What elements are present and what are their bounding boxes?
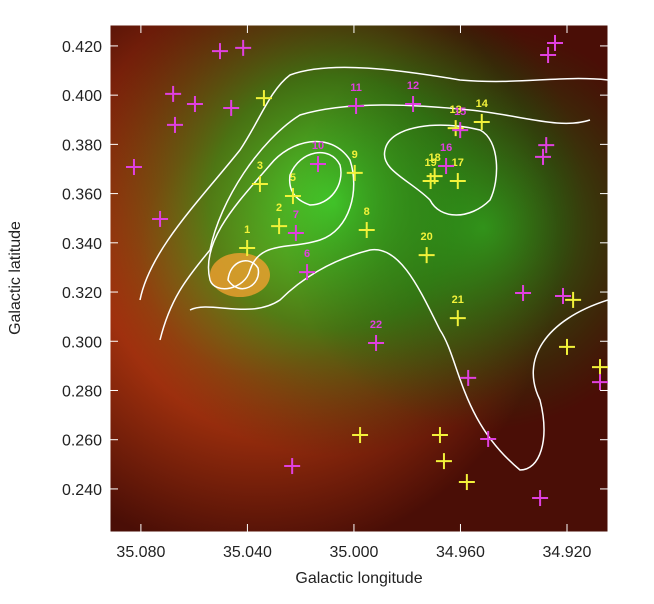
source-label: 11 [350, 82, 362, 94]
source-label: 2 [276, 202, 282, 214]
y-tick-label: 0.320 [62, 285, 102, 302]
source-cross [152, 210, 169, 227]
source-cross [452, 122, 469, 139]
source-label: 7 [293, 209, 299, 221]
source-cross [358, 222, 375, 239]
y-tick-label: 0.300 [62, 334, 102, 351]
source-cross [284, 458, 301, 475]
x-tick-label: 34.960 [436, 544, 485, 561]
source-cross [554, 287, 571, 304]
y-tick-label: 0.340 [62, 236, 102, 253]
y-tick-label: 0.280 [62, 383, 102, 400]
source-cross [235, 39, 252, 56]
sky-image [110, 25, 608, 532]
source-cross [346, 164, 363, 181]
source-label: 12 [407, 80, 419, 92]
source-cross [565, 291, 582, 308]
source-label: 19 [425, 157, 437, 169]
source-cross [592, 359, 609, 376]
source-label: 10 [312, 140, 324, 152]
source-label: 14 [476, 98, 489, 110]
source-cross [438, 158, 455, 175]
source-cross [166, 116, 183, 133]
x-tick-label: 35.080 [116, 544, 165, 561]
source-cross [515, 285, 532, 302]
source-cross [538, 137, 555, 154]
source-cross [165, 85, 182, 102]
source-cross [431, 427, 448, 444]
source-cross [426, 168, 443, 185]
source-label: 13 [450, 104, 462, 116]
source-cross [348, 97, 365, 114]
source-label: 5 [290, 172, 296, 184]
source-label: 6 [304, 248, 310, 260]
source-cross [592, 374, 609, 391]
source-cross [299, 264, 316, 281]
source-cross [535, 148, 552, 165]
y-tick-label: 0.260 [62, 433, 102, 450]
source-cross [284, 188, 301, 205]
source-cross [287, 224, 304, 241]
source-cross [458, 474, 475, 491]
source-label: 16 [440, 142, 452, 154]
source-label: 9 [352, 149, 358, 161]
y-tick-label: 0.400 [62, 88, 102, 105]
source-label: 18 [429, 152, 441, 164]
source-cross [211, 43, 228, 60]
source-cross [532, 490, 549, 507]
x-tick-label: 34.920 [543, 544, 592, 561]
source-cross [271, 218, 288, 235]
source-label: 22 [370, 319, 382, 331]
plot-frame [109, 24, 609, 533]
source-label: 15 [454, 106, 466, 118]
source-label: 8 [364, 206, 370, 218]
source-label: 17 [452, 157, 464, 169]
source-cross [309, 156, 326, 173]
source-cross [368, 334, 385, 351]
y-tick-label: 0.240 [62, 482, 102, 499]
y-tick-label: 0.360 [62, 187, 102, 204]
source-label: 21 [452, 294, 464, 306]
source-cross [558, 338, 575, 355]
y-tick-label: 0.380 [62, 137, 102, 154]
source-cross [405, 96, 422, 113]
source-cross [547, 34, 564, 51]
source-cross [480, 430, 497, 447]
source-cross [255, 90, 272, 107]
source-cross [449, 310, 466, 327]
source-cross [223, 99, 240, 116]
source-cross [473, 113, 490, 130]
source-label: 1 [244, 224, 250, 236]
y-axis-label: Galactic latitude [7, 221, 24, 335]
source-cross [449, 173, 466, 190]
x-axis-label: Galactic longitude [295, 570, 422, 587]
source-cross [125, 159, 142, 176]
contours [139, 66, 608, 471]
source-cross [435, 453, 452, 470]
source-label: 20 [421, 231, 433, 243]
source-cross [251, 175, 268, 192]
source-cross [418, 247, 435, 264]
source-cross [186, 96, 203, 113]
source-cross [460, 369, 477, 386]
source-cross [540, 47, 557, 64]
source-cross [352, 427, 369, 444]
source-label: 3 [257, 160, 263, 172]
x-tick-label: 35.000 [329, 544, 378, 561]
source-cross [239, 239, 256, 256]
x-tick-label: 35.040 [223, 544, 272, 561]
y-tick-label: 0.420 [62, 39, 102, 56]
